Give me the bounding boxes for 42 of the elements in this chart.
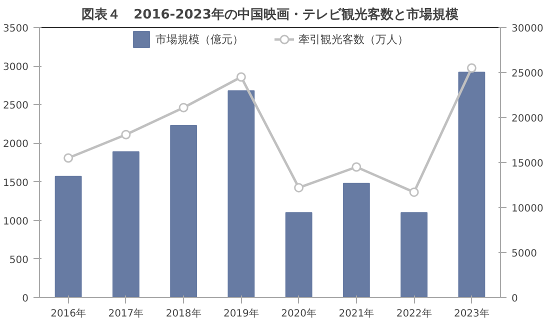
- x-tick-label: 2020年: [281, 308, 317, 320]
- x-tick-label: 2023年: [454, 308, 490, 320]
- bar: [112, 151, 140, 298]
- y2-tick-label: 25000: [512, 68, 544, 80]
- bar: [400, 212, 428, 298]
- bar: [342, 182, 370, 298]
- y2-tick-label: 30000: [512, 24, 544, 34]
- point: [466, 63, 476, 73]
- y-tick-label: 0: [22, 294, 29, 304]
- y-tick-label: 500: [9, 254, 29, 266]
- x-tick-label: 2022年: [396, 308, 432, 320]
- point: [409, 187, 419, 197]
- y-tick-label: 1500: [3, 178, 29, 189]
- x-tick-label: 2021年: [338, 308, 374, 320]
- y-tick-label: 3500: [3, 24, 29, 34]
- y2-tick-label: 5000: [512, 248, 537, 260]
- point: [178, 102, 188, 112]
- x-tick-label: 2019年: [223, 308, 259, 320]
- bar: [170, 124, 198, 298]
- chart-title: 図表４ 2016-2023年の中国映画・テレビ観光客数と市場規模: [82, 6, 458, 22]
- bar: [458, 72, 486, 298]
- y-tick-label: 3000: [3, 62, 29, 74]
- y-tick-label: 2000: [3, 139, 29, 150]
- y2-tick-label: 0: [512, 294, 518, 304]
- bar: [54, 176, 82, 298]
- bar: [285, 212, 312, 298]
- bar: [228, 90, 255, 298]
- y2-tick-label: 20000: [512, 114, 544, 124]
- y2-tick-label: 10000: [512, 204, 544, 214]
- y2-tick-label: 15000: [512, 158, 544, 170]
- point: [64, 153, 74, 163]
- legend-label: 牽引観光客数（万人）: [298, 32, 408, 46]
- x-tick-label: 2016年: [50, 308, 86, 320]
- legend-label: 市場規模（億元）: [156, 32, 244, 46]
- point: [236, 72, 246, 82]
- point: [294, 182, 304, 192]
- x-tick-label: 2017年: [108, 308, 144, 320]
- point: [352, 162, 362, 172]
- point: [121, 130, 131, 140]
- y-tick-label: 2500: [3, 100, 29, 112]
- x-tick-label: 2018年: [166, 308, 202, 320]
- y-tick-label: 1000: [3, 216, 29, 228]
